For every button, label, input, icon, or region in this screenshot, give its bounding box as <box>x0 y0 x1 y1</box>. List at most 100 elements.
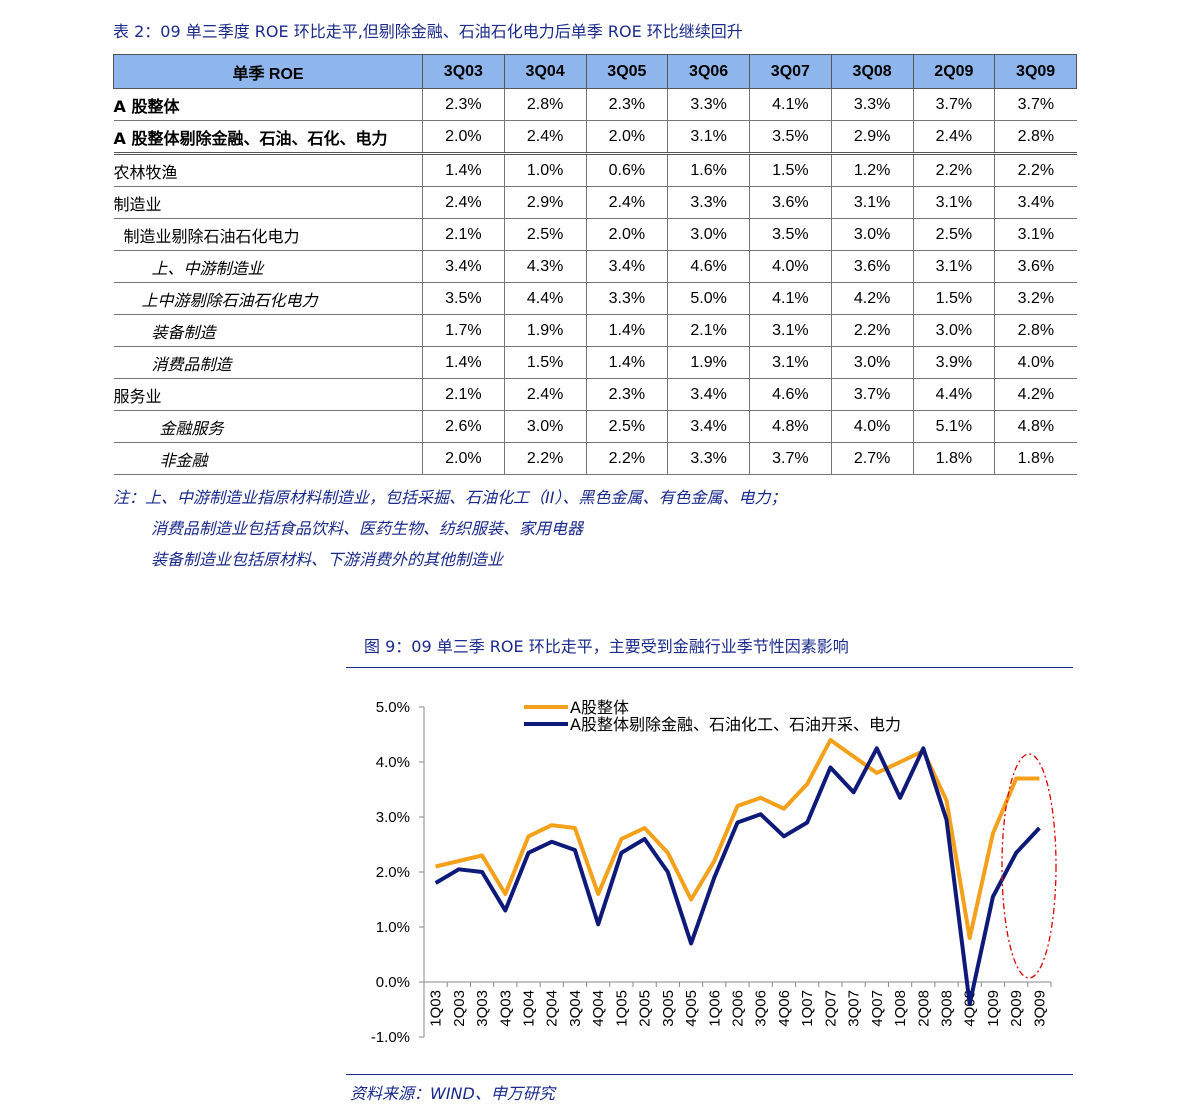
table-cell: 2.9% <box>503 186 586 219</box>
column-header: 3Q03 <box>422 54 505 89</box>
table-cell: 2.0% <box>422 442 505 475</box>
table-cell: 4.8% <box>749 410 832 443</box>
table-cell: 2.2% <box>585 442 668 475</box>
table-cell: 5.0% <box>667 282 750 315</box>
table-cell: 1.9% <box>503 314 586 347</box>
table-cell: 2.5% <box>503 218 586 251</box>
table-cell: 3.0% <box>912 314 995 347</box>
table-cell: 2.3% <box>585 378 668 411</box>
row-label: 非金融 <box>113 442 423 475</box>
x-tick-label: 1Q05 <box>613 990 630 1027</box>
y-tick-label: -1.0% <box>371 1029 410 1046</box>
column-header: 3Q04 <box>503 54 587 89</box>
table-cell: 4.0% <box>994 346 1077 379</box>
table-cell: 1.5% <box>503 346 586 379</box>
table-cell: 3.7% <box>749 442 832 475</box>
x-tick-label: 2Q06 <box>730 990 747 1027</box>
table-cell: 1.4% <box>585 346 668 379</box>
row-label: 上、中游制造业 <box>113 250 423 283</box>
table-cell: 2.2% <box>912 153 995 187</box>
table-cell: 2.4% <box>585 186 668 219</box>
table-cell: 3.5% <box>749 120 832 155</box>
row-label: A 股整体剔除金融、石油、石化、电力 <box>113 120 423 155</box>
table-cell: 1.7% <box>422 314 505 347</box>
table-cell: 3.1% <box>994 218 1077 251</box>
table-cell: 3.0% <box>503 410 586 443</box>
table-cell: 4.6% <box>749 378 832 411</box>
table-body: A 股整体 2.3% 2.8% 2.3% 3.3% 4.1% 3.3% 3.7% 3.7% A 股… <box>113 88 1077 475</box>
column-header: 3Q08 <box>830 54 914 89</box>
x-tick-label: 3Q04 <box>567 990 584 1027</box>
row-label: 服务业 <box>113 378 423 411</box>
table-cell: 4.1% <box>749 88 832 121</box>
table-cell: 3.6% <box>749 186 832 219</box>
table-cell: 4.8% <box>994 410 1077 443</box>
x-tick-label: 3Q08 <box>939 990 956 1027</box>
table-row: 消费品制造 1.4% 1.5% 1.4% 1.9% 3.1% 3.0% 3.9% 4.0% <box>113 346 1077 379</box>
table-cell: 3.2% <box>994 282 1077 315</box>
table-cell: 3.7% <box>830 378 913 411</box>
column-header: 3Q06 <box>667 54 750 89</box>
table-cell: 3.6% <box>994 250 1077 283</box>
table-cell: 4.2% <box>994 378 1077 411</box>
table-cell: 3.4% <box>585 250 668 283</box>
column-header: 2Q09 <box>912 54 996 89</box>
x-tick-label: 3Q07 <box>846 990 863 1027</box>
x-tick-label: 1Q03 <box>428 990 445 1027</box>
table-cell: 2.4% <box>503 378 586 411</box>
column-header: 3Q07 <box>749 54 832 89</box>
table-row: 服务业 2.1% 2.4% 2.3% 3.4% 4.6% 3.7% 4.4% 4.2% <box>113 378 1077 411</box>
table-cell: 1.8% <box>912 442 995 475</box>
table-cell: 2.7% <box>830 442 913 475</box>
x-tick-label: 3Q05 <box>660 990 677 1027</box>
x-tick-label: 1Q04 <box>521 990 538 1027</box>
legend-label: A股整体 <box>570 698 629 717</box>
table-cell: 3.1% <box>667 120 750 155</box>
table-cell: 3.3% <box>667 186 750 219</box>
y-tick-label: 5.0% <box>376 699 410 716</box>
table-row: 金融服务 2.6% 3.0% 2.5% 3.4% 4.8% 4.0% 5.1% 4.8% <box>113 410 1077 443</box>
table-cell: 4.4% <box>912 378 995 411</box>
column-header: 3Q05 <box>585 54 669 89</box>
table-cell: 0.6% <box>585 153 668 187</box>
table-cell: 2.5% <box>585 410 668 443</box>
x-tick-label: 1Q08 <box>892 990 909 1027</box>
roe-line-chart: 5.0% 4.0% 3.0% 2.0% 1.0% 0.0% -1.0% 1Q03 2Q03 3Q0… <box>371 698 1057 1046</box>
table-cell: 3.0% <box>830 346 913 379</box>
table-cell: 2.1% <box>422 218 505 251</box>
table-cell: 2.5% <box>912 218 995 251</box>
x-tick-label: 3Q09 <box>1031 990 1048 1027</box>
x-tick-label: 4Q03 <box>497 990 514 1027</box>
table-cell: 2.0% <box>422 120 505 155</box>
table-cell: 2.1% <box>422 378 505 411</box>
figure-source: 资料来源：WIND、申万研究 <box>350 1084 555 1103</box>
table-cell: 2.8% <box>503 88 586 121</box>
y-tick-label: 0.0% <box>376 974 410 991</box>
table-cell: 2.8% <box>994 120 1077 155</box>
highlight-ellipse <box>1001 753 1057 979</box>
legend-label: A股整体剔除金融、石油化工、石油开采、电力 <box>570 715 901 734</box>
table-cell: 3.4% <box>667 378 750 411</box>
table-cell: 1.4% <box>422 153 505 187</box>
series-line <box>435 738 1040 940</box>
figure-top-rule <box>346 667 1073 668</box>
table-cell: 2.4% <box>503 120 586 155</box>
x-tick-label: 2Q09 <box>1008 990 1025 1027</box>
row-label: 农林牧渔 <box>113 153 423 187</box>
table-cell: 3.4% <box>994 186 1077 219</box>
table-cell: 3.1% <box>749 314 832 347</box>
table-cell: 4.0% <box>749 250 832 283</box>
table-cell: 1.4% <box>422 346 505 379</box>
table-notes: 注：上、中游制造业指原材料制造业，包括采掘、石油化工（II）、黑色金属、有色金属… <box>113 482 786 575</box>
note-line: 消费品制造业包括食品饮料、医药生物、纺织服装、家用电器 <box>151 519 584 538</box>
table-cell: 3.3% <box>667 88 750 121</box>
table-cell: 3.0% <box>830 218 913 251</box>
table-cell: 1.8% <box>994 442 1077 475</box>
table-cell: 4.1% <box>749 282 832 315</box>
x-tick-label: 2Q04 <box>544 990 561 1027</box>
x-tick-label: 4Q08 <box>962 990 979 1027</box>
table-cell: 2.4% <box>912 120 995 155</box>
table-cell: 2.2% <box>503 442 586 475</box>
table-cell: 3.1% <box>912 250 995 283</box>
x-tick-label: 4Q06 <box>776 990 793 1027</box>
